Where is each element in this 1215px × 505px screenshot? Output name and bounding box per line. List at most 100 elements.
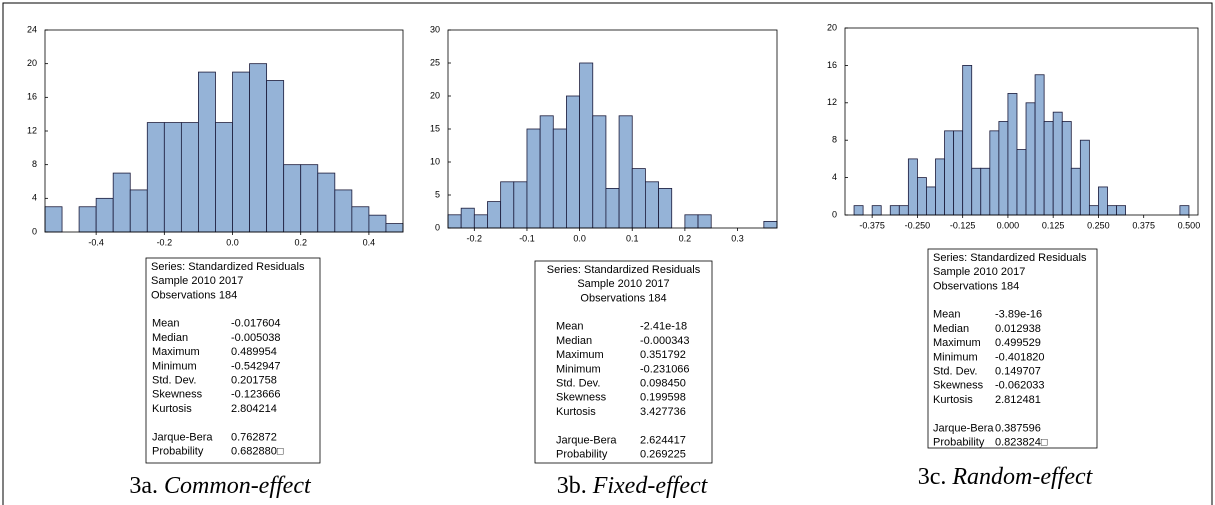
bar: [1043, 121, 1054, 216]
bar: [566, 95, 581, 229]
stats-header: Series: Standardized Residuals: [933, 252, 1087, 264]
stats-value: -0.542947: [231, 360, 281, 372]
plot-frame: [844, 27, 1199, 216]
x-tick-label: 0.125: [1042, 220, 1065, 230]
bar: [898, 205, 909, 216]
bar: [460, 207, 475, 229]
bar: [1034, 74, 1045, 216]
bar: [1061, 121, 1072, 216]
stats-value: 0.823824□: [995, 437, 1048, 449]
y-tick-label: 24: [27, 24, 37, 34]
stats-label: Maximum: [556, 349, 604, 361]
bar: [368, 214, 387, 233]
bar: [526, 128, 541, 229]
bar: [935, 158, 945, 216]
stats-value: 0.012938: [995, 323, 1041, 335]
y-tick-label: 15: [430, 123, 440, 133]
stats-label: Maximum: [933, 337, 981, 349]
y-tick-label: 16: [827, 60, 837, 70]
x-tick-label: 0.0: [573, 233, 586, 243]
stats-value: 2.812481: [995, 394, 1041, 406]
stats-value: 0.499529: [995, 337, 1041, 349]
bar: [1052, 111, 1063, 216]
bar: [500, 181, 515, 229]
stats-label: Minimum: [152, 360, 197, 372]
stats-header: Sample 2010 2017: [933, 266, 1025, 278]
stats-header: Series: Standardized Residuals: [151, 261, 305, 273]
stats-header: Observations 184: [580, 292, 666, 304]
y-tick-label: 12: [827, 97, 837, 107]
bar: [95, 197, 114, 233]
x-tick-label: -0.2: [467, 233, 483, 243]
stats-label: Median: [556, 335, 592, 347]
stats-label: Median: [933, 323, 969, 335]
bar: [998, 121, 1009, 216]
y-tick-label: 12: [27, 125, 37, 135]
x-tick-label: -0.125: [950, 220, 976, 230]
bar: [129, 189, 148, 233]
stats-label: Mean: [933, 309, 961, 321]
bar: [44, 206, 63, 233]
bar: [631, 168, 646, 229]
stats-value: 3.427736: [640, 406, 686, 418]
bar: [989, 130, 1000, 216]
bar: [317, 172, 336, 233]
bar: [334, 189, 353, 233]
stats-value: 0.149707: [995, 366, 1041, 378]
stats-value: 0.201758: [231, 375, 277, 387]
stats-value: 0.098450: [640, 378, 686, 390]
stats-label: Jarque-Bera: [933, 422, 994, 434]
stats-value: -3.89e-16: [995, 309, 1042, 321]
caption-name: Fixed-effect: [592, 473, 709, 499]
bar: [1016, 149, 1027, 216]
stats-value: -0.123666: [231, 389, 281, 401]
stats-value: 2.624417: [640, 434, 686, 446]
x-tick-label: 0.375: [1132, 220, 1155, 230]
stats-label: Kurtosis: [556, 406, 596, 418]
stats-box: [927, 248, 1098, 449]
stats-header: Observations 184: [151, 289, 237, 301]
bar: [249, 63, 268, 233]
stats-value: 0.269225: [640, 449, 686, 461]
y-tick-label: 30: [430, 24, 440, 34]
bar: [198, 71, 216, 233]
stats-header: Sample 2010 2017: [577, 278, 669, 290]
bar: [962, 65, 973, 216]
stats-header: Observations 184: [933, 280, 1019, 292]
bar: [1007, 93, 1018, 216]
y-tick-label: 20: [27, 58, 37, 68]
bar: [1079, 139, 1090, 216]
stats-value: 0.682880□: [231, 446, 284, 458]
bar: [1098, 186, 1108, 216]
stats-label: Jarque-Bera: [152, 431, 213, 443]
bar: [1025, 102, 1036, 216]
caption: 3b. Fixed-effect: [557, 473, 709, 499]
bar: [953, 130, 964, 216]
x-tick-label: -0.375: [859, 220, 885, 230]
y-tick-label: 0: [435, 222, 440, 232]
bar: [232, 71, 250, 233]
bar: [1107, 205, 1117, 216]
stats-label: Jarque-Bera: [556, 434, 617, 446]
bar: [853, 205, 864, 216]
stats-value: 0.489954: [231, 346, 277, 358]
x-tick-label: 0.250: [1087, 220, 1110, 230]
x-tick-label: 0.1: [626, 233, 639, 243]
y-tick-label: 4: [832, 172, 837, 182]
y-tick-label: 0: [32, 226, 37, 236]
caption-name: Common-effect: [164, 473, 312, 499]
caption-name: Random-effect: [951, 464, 1093, 490]
stats-label: Maximum: [152, 346, 200, 358]
stats-value: -2.41e-18: [640, 321, 687, 333]
bar: [385, 223, 404, 233]
stats-label: Probability: [152, 446, 204, 458]
stats-label: Minimum: [556, 363, 601, 375]
bar: [1179, 205, 1190, 216]
stats-label: Mean: [152, 318, 180, 330]
x-tick-label: -0.1: [519, 233, 535, 243]
bar: [473, 214, 488, 229]
stats-value: 2.804214: [231, 403, 277, 415]
bar: [487, 201, 502, 229]
stats-box: [145, 257, 321, 464]
